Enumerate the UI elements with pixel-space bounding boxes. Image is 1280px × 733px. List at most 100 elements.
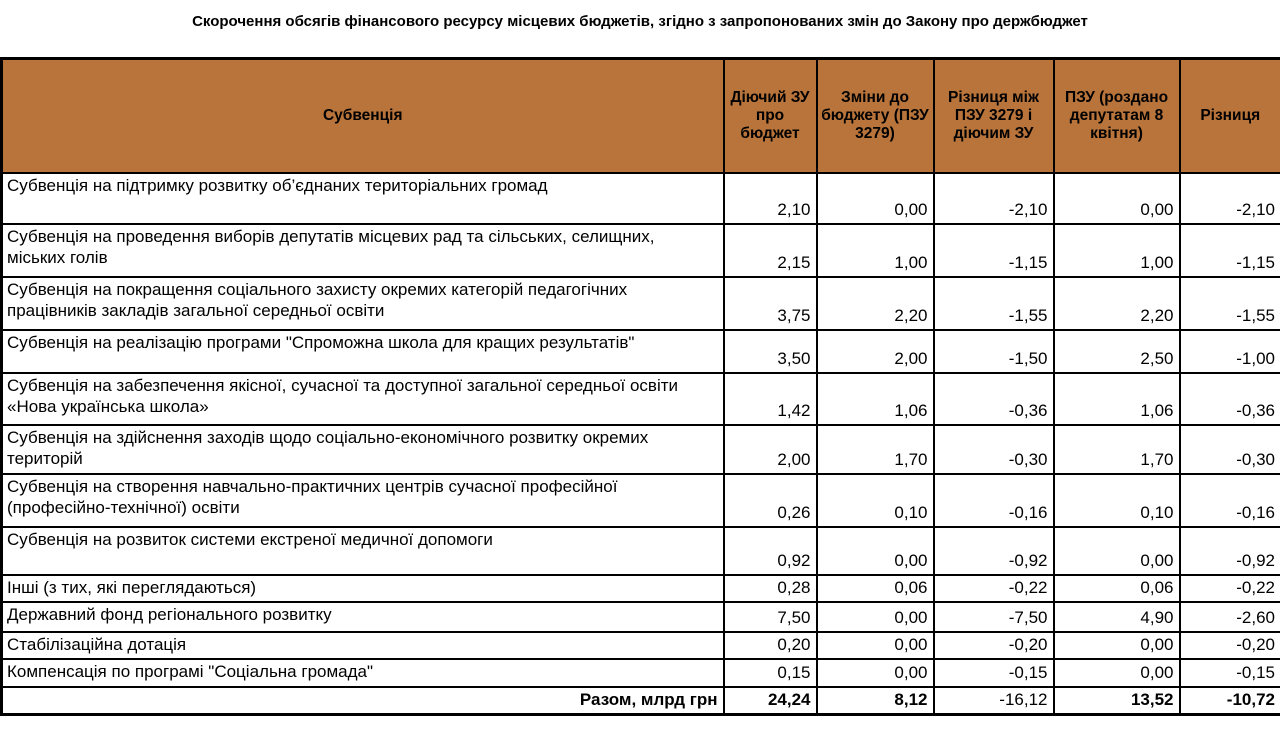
value-cell-budget-changes: 0,00 bbox=[817, 527, 934, 575]
subvention-label-cell: Субвенція на забезпечення якісної, сучас… bbox=[2, 373, 724, 425]
value-cell-diff-pzu-law: -1,15 bbox=[934, 224, 1054, 277]
value-cell-current-law: 3,50 bbox=[724, 330, 817, 373]
header-cell-pzu-april8: ПЗУ (роздано депутатам 8 квітня) bbox=[1054, 58, 1180, 173]
value-cell-diff-pzu-law: -7,50 bbox=[934, 602, 1054, 632]
value-cell-difference: -0,16 bbox=[1180, 474, 1280, 527]
subvention-label-cell: Субвенція на проведення виборів депутаті… bbox=[2, 224, 724, 277]
table-row: Субвенція на створення навчально-практич… bbox=[2, 474, 1280, 527]
subvention-label-cell: Субвенція на підтримку розвитку об’єднан… bbox=[2, 173, 724, 224]
header-cell-diff-pzu-law: Різниця між ПЗУ 3279 і діючим ЗУ bbox=[934, 58, 1054, 173]
header-cell-difference: Різниця bbox=[1180, 58, 1280, 173]
subvention-label-cell: Компенсація по програмі "Соціальна грома… bbox=[2, 659, 724, 687]
table-row: Субвенція на підтримку розвитку об’єднан… bbox=[2, 173, 1280, 224]
table-row: Компенсація по програмі "Соціальна грома… bbox=[2, 659, 1280, 687]
value-cell-pzu-april8: 0,00 bbox=[1054, 659, 1180, 687]
value-cell-diff-pzu-law: -0,15 bbox=[934, 659, 1054, 687]
value-cell-diff-pzu-law: -0,20 bbox=[934, 632, 1054, 659]
value-cell-diff-pzu-law: -0,92 bbox=[934, 527, 1054, 575]
value-cell-current-law: 0,20 bbox=[724, 632, 817, 659]
value-cell-difference: -0,36 bbox=[1180, 373, 1280, 425]
subvention-label-cell: Субвенція на створення навчально-практич… bbox=[2, 474, 724, 527]
table-body: Субвенція на підтримку розвитку об’єднан… bbox=[2, 173, 1280, 686]
value-cell-current-law: 0,92 bbox=[724, 527, 817, 575]
header-cell-current-law: Діючий ЗУ про бюджет bbox=[724, 58, 817, 173]
value-cell-current-law: 0,15 bbox=[724, 659, 817, 687]
value-cell-current-law: 1,42 bbox=[724, 373, 817, 425]
value-cell-pzu-april8: 1,00 bbox=[1054, 224, 1180, 277]
value-cell-current-law: 2,10 bbox=[724, 173, 817, 224]
table-row: Державний фонд регіонального розвитку 7,… bbox=[2, 602, 1280, 632]
table-row: Стабілізаційна дотація 0,20 0,00 -0,20 0… bbox=[2, 632, 1280, 659]
value-cell-current-law: 2,00 bbox=[724, 425, 817, 474]
value-cell-difference: -1,00 bbox=[1180, 330, 1280, 373]
value-cell-budget-changes: 0,00 bbox=[817, 659, 934, 687]
subvention-label-cell: Субвенція на розвиток системи екстреної … bbox=[2, 527, 724, 575]
value-cell-current-law: 3,75 bbox=[724, 277, 817, 330]
value-cell-diff-pzu-law: -1,55 bbox=[934, 277, 1054, 330]
value-cell-pzu-april8: 2,50 bbox=[1054, 330, 1180, 373]
table-row: Субвенція на покращення соціального захи… bbox=[2, 277, 1280, 330]
total-row: Разом, млрд грн 24,24 8,12 -16,12 13,52 … bbox=[2, 687, 1280, 715]
value-cell-pzu-april8: 0,00 bbox=[1054, 632, 1180, 659]
value-cell-difference: -0,92 bbox=[1180, 527, 1280, 575]
value-cell-diff-pzu-law: -0,36 bbox=[934, 373, 1054, 425]
value-cell-budget-changes: 0,06 bbox=[817, 575, 934, 602]
subvention-label-cell: Субвенція на здійснення заходів щодо соц… bbox=[2, 425, 724, 474]
value-cell-budget-changes: 1,06 bbox=[817, 373, 934, 425]
subvention-label-cell: Субвенція на реалізацію програми "Спромо… bbox=[2, 330, 724, 373]
value-cell-pzu-april8: 1,06 bbox=[1054, 373, 1180, 425]
value-cell-budget-changes: 2,20 bbox=[817, 277, 934, 330]
value-cell-difference: -2,60 bbox=[1180, 602, 1280, 632]
total-label-cell: Разом, млрд грн bbox=[2, 687, 724, 715]
value-cell-budget-changes: 2,00 bbox=[817, 330, 934, 373]
value-cell-current-law: 0,26 bbox=[724, 474, 817, 527]
value-cell-pzu-april8: 0,00 bbox=[1054, 173, 1180, 224]
value-cell-pzu-april8: 0,10 bbox=[1054, 474, 1180, 527]
value-cell-difference: -0,30 bbox=[1180, 425, 1280, 474]
value-cell-budget-changes: 0,00 bbox=[817, 632, 934, 659]
header-row: Субвенція Діючий ЗУ про бюджет Зміни до … bbox=[2, 58, 1280, 173]
value-cell-budget-changes: 0,00 bbox=[817, 173, 934, 224]
total-value-diff-pzu-law: -16,12 bbox=[934, 687, 1054, 715]
value-cell-budget-changes: 1,70 bbox=[817, 425, 934, 474]
value-cell-budget-changes: 0,10 bbox=[817, 474, 934, 527]
value-cell-diff-pzu-law: -0,16 bbox=[934, 474, 1054, 527]
value-cell-difference: -0,20 bbox=[1180, 632, 1280, 659]
table-row: Субвенція на реалізацію програми "Спромо… bbox=[2, 330, 1280, 373]
value-cell-difference: -1,55 bbox=[1180, 277, 1280, 330]
subvention-label-cell: Інші (з тих, які переглядаються) bbox=[2, 575, 724, 602]
total-value-difference: -10,72 bbox=[1180, 687, 1280, 715]
total-value-budget-changes: 8,12 bbox=[817, 687, 934, 715]
header-cell-subvention: Субвенція bbox=[2, 58, 724, 173]
value-cell-pzu-april8: 1,70 bbox=[1054, 425, 1180, 474]
table-row: Субвенція на проведення виборів депутаті… bbox=[2, 224, 1280, 277]
subvention-label-cell: Державний фонд регіонального розвитку bbox=[2, 602, 724, 632]
budget-table: Субвенція Діючий ЗУ про бюджет Зміни до … bbox=[0, 57, 1280, 717]
value-cell-pzu-april8: 4,90 bbox=[1054, 602, 1180, 632]
value-cell-current-law: 7,50 bbox=[724, 602, 817, 632]
subvention-label-cell: Стабілізаційна дотація bbox=[2, 632, 724, 659]
total-value-current-law: 24,24 bbox=[724, 687, 817, 715]
value-cell-current-law: 2,15 bbox=[724, 224, 817, 277]
value-cell-diff-pzu-law: -0,30 bbox=[934, 425, 1054, 474]
value-cell-pzu-april8: 2,20 bbox=[1054, 277, 1180, 330]
total-value-pzu-april8: 13,52 bbox=[1054, 687, 1180, 715]
value-cell-pzu-april8: 0,06 bbox=[1054, 575, 1180, 602]
value-cell-budget-changes: 0,00 bbox=[817, 602, 934, 632]
table-row: Субвенція на забезпечення якісної, сучас… bbox=[2, 373, 1280, 425]
value-cell-diff-pzu-law: -2,10 bbox=[934, 173, 1054, 224]
table-row: Інші (з тих, які переглядаються) 0,28 0,… bbox=[2, 575, 1280, 602]
table-header: Субвенція Діючий ЗУ про бюджет Зміни до … bbox=[2, 58, 1280, 173]
value-cell-budget-changes: 1,00 bbox=[817, 224, 934, 277]
table-row: Субвенція на розвиток системи екстреної … bbox=[2, 527, 1280, 575]
value-cell-diff-pzu-law: -0,22 bbox=[934, 575, 1054, 602]
page-title: Скорочення обсягів фінансового ресурсу м… bbox=[10, 13, 1270, 32]
table-footer: Разом, млрд грн 24,24 8,12 -16,12 13,52 … bbox=[2, 687, 1280, 715]
value-cell-difference: -1,15 bbox=[1180, 224, 1280, 277]
value-cell-pzu-april8: 0,00 bbox=[1054, 527, 1180, 575]
value-cell-current-law: 0,28 bbox=[724, 575, 817, 602]
subvention-label-cell: Субвенція на покращення соціального захи… bbox=[2, 277, 724, 330]
value-cell-difference: -0,15 bbox=[1180, 659, 1280, 687]
header-cell-budget-changes: Зміни до бюджету (ПЗУ 3279) bbox=[817, 58, 934, 173]
table-row: Субвенція на здійснення заходів щодо соц… bbox=[2, 425, 1280, 474]
